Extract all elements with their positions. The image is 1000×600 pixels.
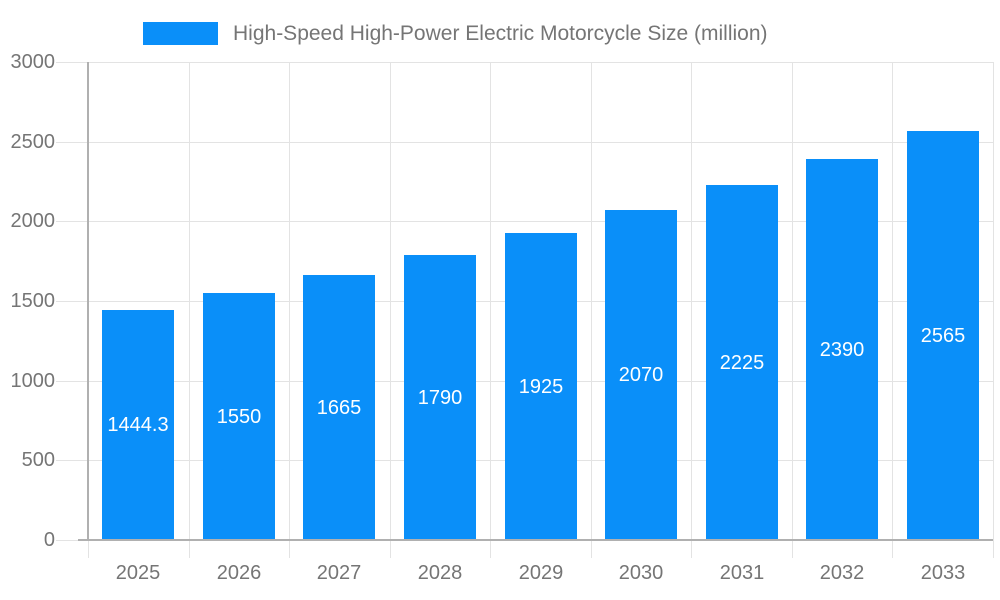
bar-value-label: 1444.3 — [107, 414, 169, 436]
x-tick-label: 2031 — [719, 562, 765, 584]
x-gridline — [892, 62, 893, 558]
x-tick-label: 2029 — [518, 562, 564, 584]
bar-2032[interactable] — [806, 159, 878, 540]
bar-2027[interactable] — [303, 275, 375, 540]
x-tick-label: 2030 — [618, 562, 664, 584]
y-axis-line — [87, 62, 89, 540]
y-tick-label: 1000 — [10, 370, 56, 392]
y-tick-label: 3000 — [10, 51, 56, 73]
x-tick-label: 2032 — [819, 562, 865, 584]
y-tick-label: 500 — [21, 449, 55, 471]
y-gridline — [56, 62, 993, 63]
legend-label: High-Speed High-Power Electric Motorcycl… — [233, 22, 768, 45]
bar-2025[interactable] — [102, 310, 174, 540]
bar-2028[interactable] — [404, 255, 476, 540]
bar-value-label: 2070 — [618, 364, 664, 386]
x-gridline — [189, 62, 190, 558]
y-tick-label: 2000 — [10, 210, 56, 232]
bar-value-label: 2225 — [719, 352, 765, 374]
y-gridline — [56, 221, 993, 222]
bar-value-label: 1665 — [316, 397, 362, 419]
y-tick-label: 0 — [43, 529, 55, 551]
x-axis-line — [78, 539, 993, 541]
bar-value-label: 2565 — [920, 325, 966, 347]
bar-value-label: 1925 — [518, 376, 564, 398]
x-tick-label: 2033 — [920, 562, 966, 584]
x-gridline — [490, 62, 491, 558]
bar-2031[interactable] — [706, 185, 778, 540]
legend-item[interactable]: High-Speed High-Power Electric Motorcycl… — [143, 22, 768, 45]
x-gridline — [691, 62, 692, 558]
bar-2030[interactable] — [605, 210, 677, 540]
legend-swatch — [143, 22, 218, 45]
x-tick-label: 2025 — [115, 562, 161, 584]
x-tick-label: 2028 — [417, 562, 463, 584]
bar-value-label: 1790 — [417, 387, 463, 409]
bar-2026[interactable] — [203, 293, 275, 540]
y-gridline — [56, 142, 993, 143]
x-gridline — [390, 62, 391, 558]
bar-2033[interactable] — [907, 131, 979, 540]
bar-value-label: 1550 — [216, 406, 262, 428]
bar-2029[interactable] — [505, 233, 577, 540]
x-tick-label: 2027 — [316, 562, 362, 584]
y-tick-label: 2500 — [10, 131, 56, 153]
x-gridline — [591, 62, 592, 558]
x-gridline — [792, 62, 793, 558]
bar-value-label: 2390 — [819, 339, 865, 361]
x-gridline — [289, 62, 290, 558]
x-tick-label: 2026 — [216, 562, 262, 584]
x-gridline — [993, 62, 994, 558]
y-tick-label: 1500 — [10, 290, 56, 312]
